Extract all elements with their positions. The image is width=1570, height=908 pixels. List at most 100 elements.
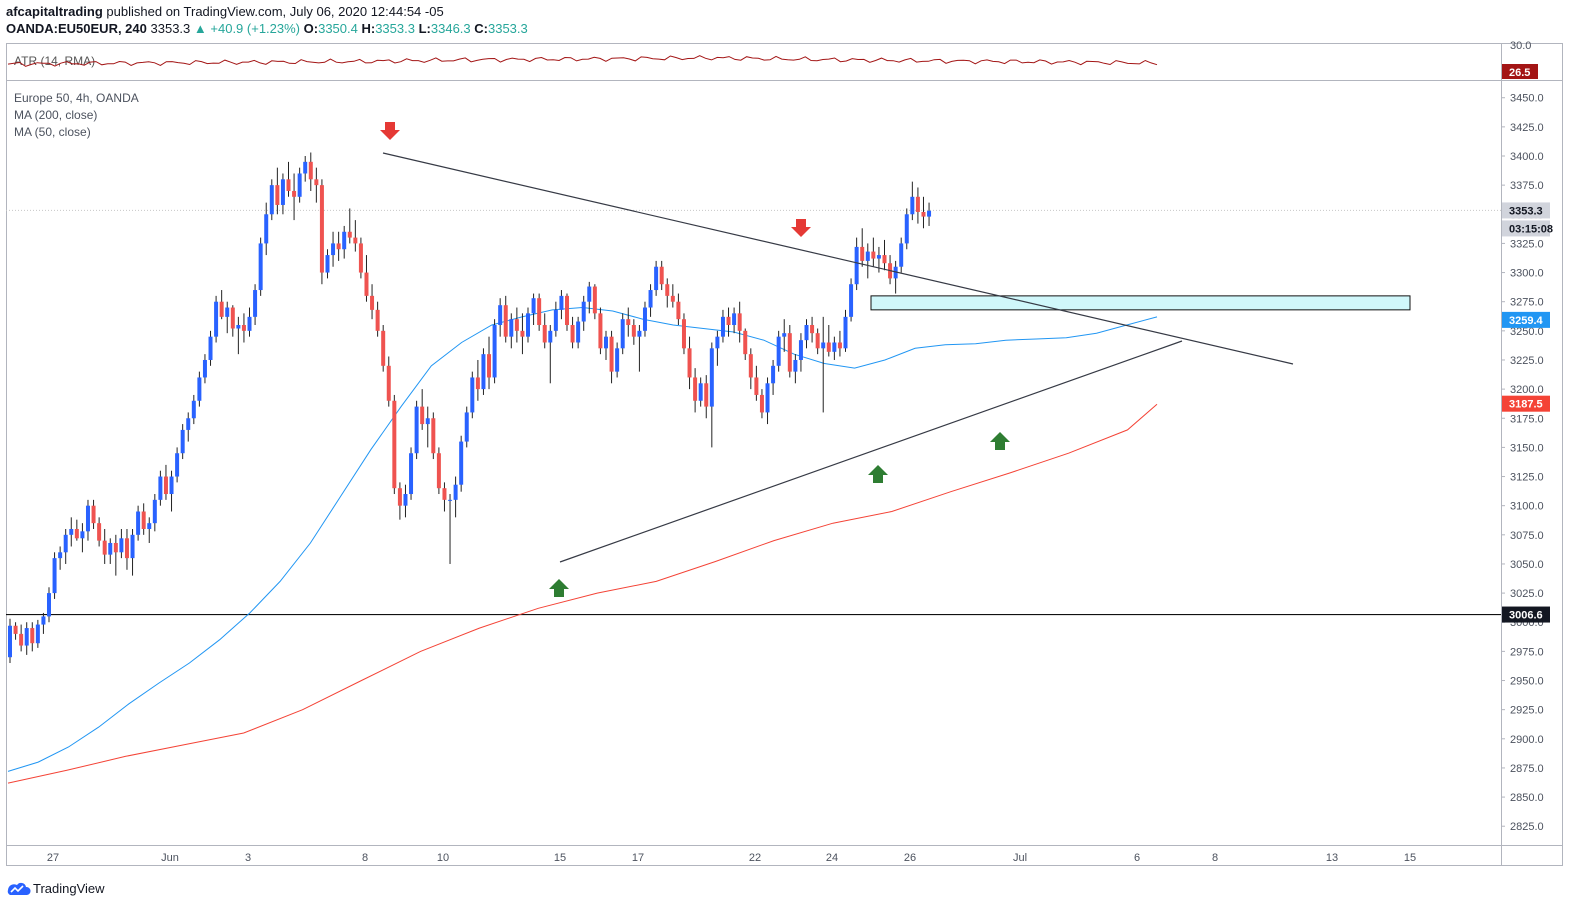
- price-tag-text: 3259.4: [1509, 315, 1544, 327]
- candle-body: [899, 243, 904, 267]
- candle-body: [921, 211, 926, 217]
- open-label: O:: [303, 21, 319, 36]
- candle-body: [676, 301, 681, 320]
- candle-body: [409, 453, 414, 495]
- descending-trendline[interactable]: [382, 152, 1294, 365]
- price-tick-label: 2950.0: [1510, 676, 1544, 688]
- candle-body: [375, 309, 380, 331]
- candle-body: [41, 616, 46, 625]
- candle-body: [208, 336, 213, 360]
- candle-body: [420, 406, 425, 425]
- candle-body: [581, 301, 586, 322]
- candle-body: [492, 325, 497, 378]
- high-label: H:: [361, 21, 376, 36]
- candle-body: [8, 625, 12, 658]
- candle-body: [253, 290, 258, 317]
- open-value: 3350.4: [318, 21, 358, 36]
- atr-label: ATR (14, RMA): [14, 54, 95, 68]
- candle-body: [342, 231, 347, 250]
- candle-body: [670, 295, 675, 302]
- candle-body: [537, 298, 542, 326]
- last-price: 3353.3: [150, 21, 191, 36]
- candle-body: [782, 333, 787, 337]
- candle-body: [364, 272, 369, 296]
- ma200-line: [7, 403, 1158, 784]
- candle-body: [681, 319, 686, 349]
- candle-body: [720, 316, 725, 337]
- candle-body: [798, 340, 803, 360]
- candle-body: [319, 185, 324, 273]
- price-tick-label: 2975.0: [1510, 646, 1544, 658]
- legend-ma50: MA (50, close): [14, 125, 91, 139]
- candle-body: [520, 330, 525, 337]
- candle-body: [837, 342, 842, 349]
- candle-body: [626, 319, 631, 326]
- candle-body: [592, 286, 597, 314]
- candle-body: [871, 251, 876, 259]
- time-tick-label: 27: [47, 852, 59, 864]
- candle-body: [815, 333, 820, 349]
- candle-body: [893, 266, 898, 279]
- candle-body: [765, 383, 770, 413]
- candle-body: [219, 301, 224, 317]
- candle-body: [69, 528, 74, 535]
- time-tick-label: 10: [437, 852, 449, 864]
- candle-body: [30, 628, 35, 644]
- candle-body: [353, 237, 358, 244]
- candle-body: [927, 210, 932, 217]
- candle-body: [531, 298, 536, 314]
- candle-body: [470, 377, 475, 413]
- buy-arrow-icon: [990, 432, 1010, 450]
- candle-body: [392, 400, 397, 489]
- close-value: 3353.3: [487, 21, 528, 36]
- price-tick-label: 3175.0: [1510, 413, 1544, 425]
- candle-body: [603, 336, 608, 349]
- candle-body: [280, 179, 285, 205]
- candle-body: [459, 441, 464, 485]
- candle-body: [654, 266, 659, 291]
- candle-body: [565, 295, 569, 326]
- candle-body: [503, 305, 508, 337]
- candle-body: [102, 540, 107, 555]
- price-tag: [1502, 202, 1550, 219]
- candle-body: [119, 538, 124, 553]
- price-tick-label: 3275.0: [1510, 297, 1544, 309]
- candle-body: [453, 484, 458, 500]
- candle-body: [509, 319, 514, 337]
- candle-body: [854, 246, 859, 285]
- price-tick-label: 3150.0: [1510, 442, 1544, 454]
- close-label: C:: [474, 21, 488, 36]
- candle-body: [74, 528, 79, 539]
- candle-body: [113, 542, 118, 553]
- footer-brand[interactable]: TradingView: [33, 881, 105, 896]
- candle-body: [849, 284, 854, 317]
- time-tick-label: 3: [245, 852, 251, 864]
- candle-body: [297, 173, 302, 197]
- low-label: L:: [418, 21, 431, 36]
- ma50-line: [7, 306, 1158, 772]
- candle-body: [191, 400, 196, 419]
- tradingview-logo-icon[interactable]: [7, 882, 31, 895]
- candle-body: [514, 319, 519, 331]
- time-axis[interactable]: 27 Jun 3 8 10 15 17 22 24 26 Jul 6 8 13 15: [47, 852, 1416, 864]
- buy-arrow-icon: [549, 579, 569, 597]
- candle-body: [659, 266, 664, 285]
- price-tag-text: 03:15:08: [1509, 223, 1553, 235]
- candle-body: [776, 336, 781, 366]
- candle-body: [97, 523, 102, 541]
- candle-body: [620, 319, 625, 349]
- candle-body: [615, 348, 620, 372]
- candle-body: [821, 342, 826, 349]
- buy-arrow-icon: [868, 465, 888, 483]
- ascending-trendline[interactable]: [559, 340, 1183, 563]
- price-axis[interactable]: 2825.0 2850.0 2875.0 2900.0 2925.0 2950.0 2975…: [1501, 93, 1544, 834]
- publisher-name[interactable]: afcapitaltrading: [6, 4, 103, 19]
- candle-body: [665, 284, 670, 296]
- time-tick-label: 22: [749, 852, 761, 864]
- resistance-zone[interactable]: [870, 295, 1411, 311]
- price-tag: [1502, 395, 1550, 412]
- candle-body: [124, 538, 129, 559]
- candle-body: [80, 531, 85, 539]
- price-tick-label: 3225.0: [1510, 355, 1544, 367]
